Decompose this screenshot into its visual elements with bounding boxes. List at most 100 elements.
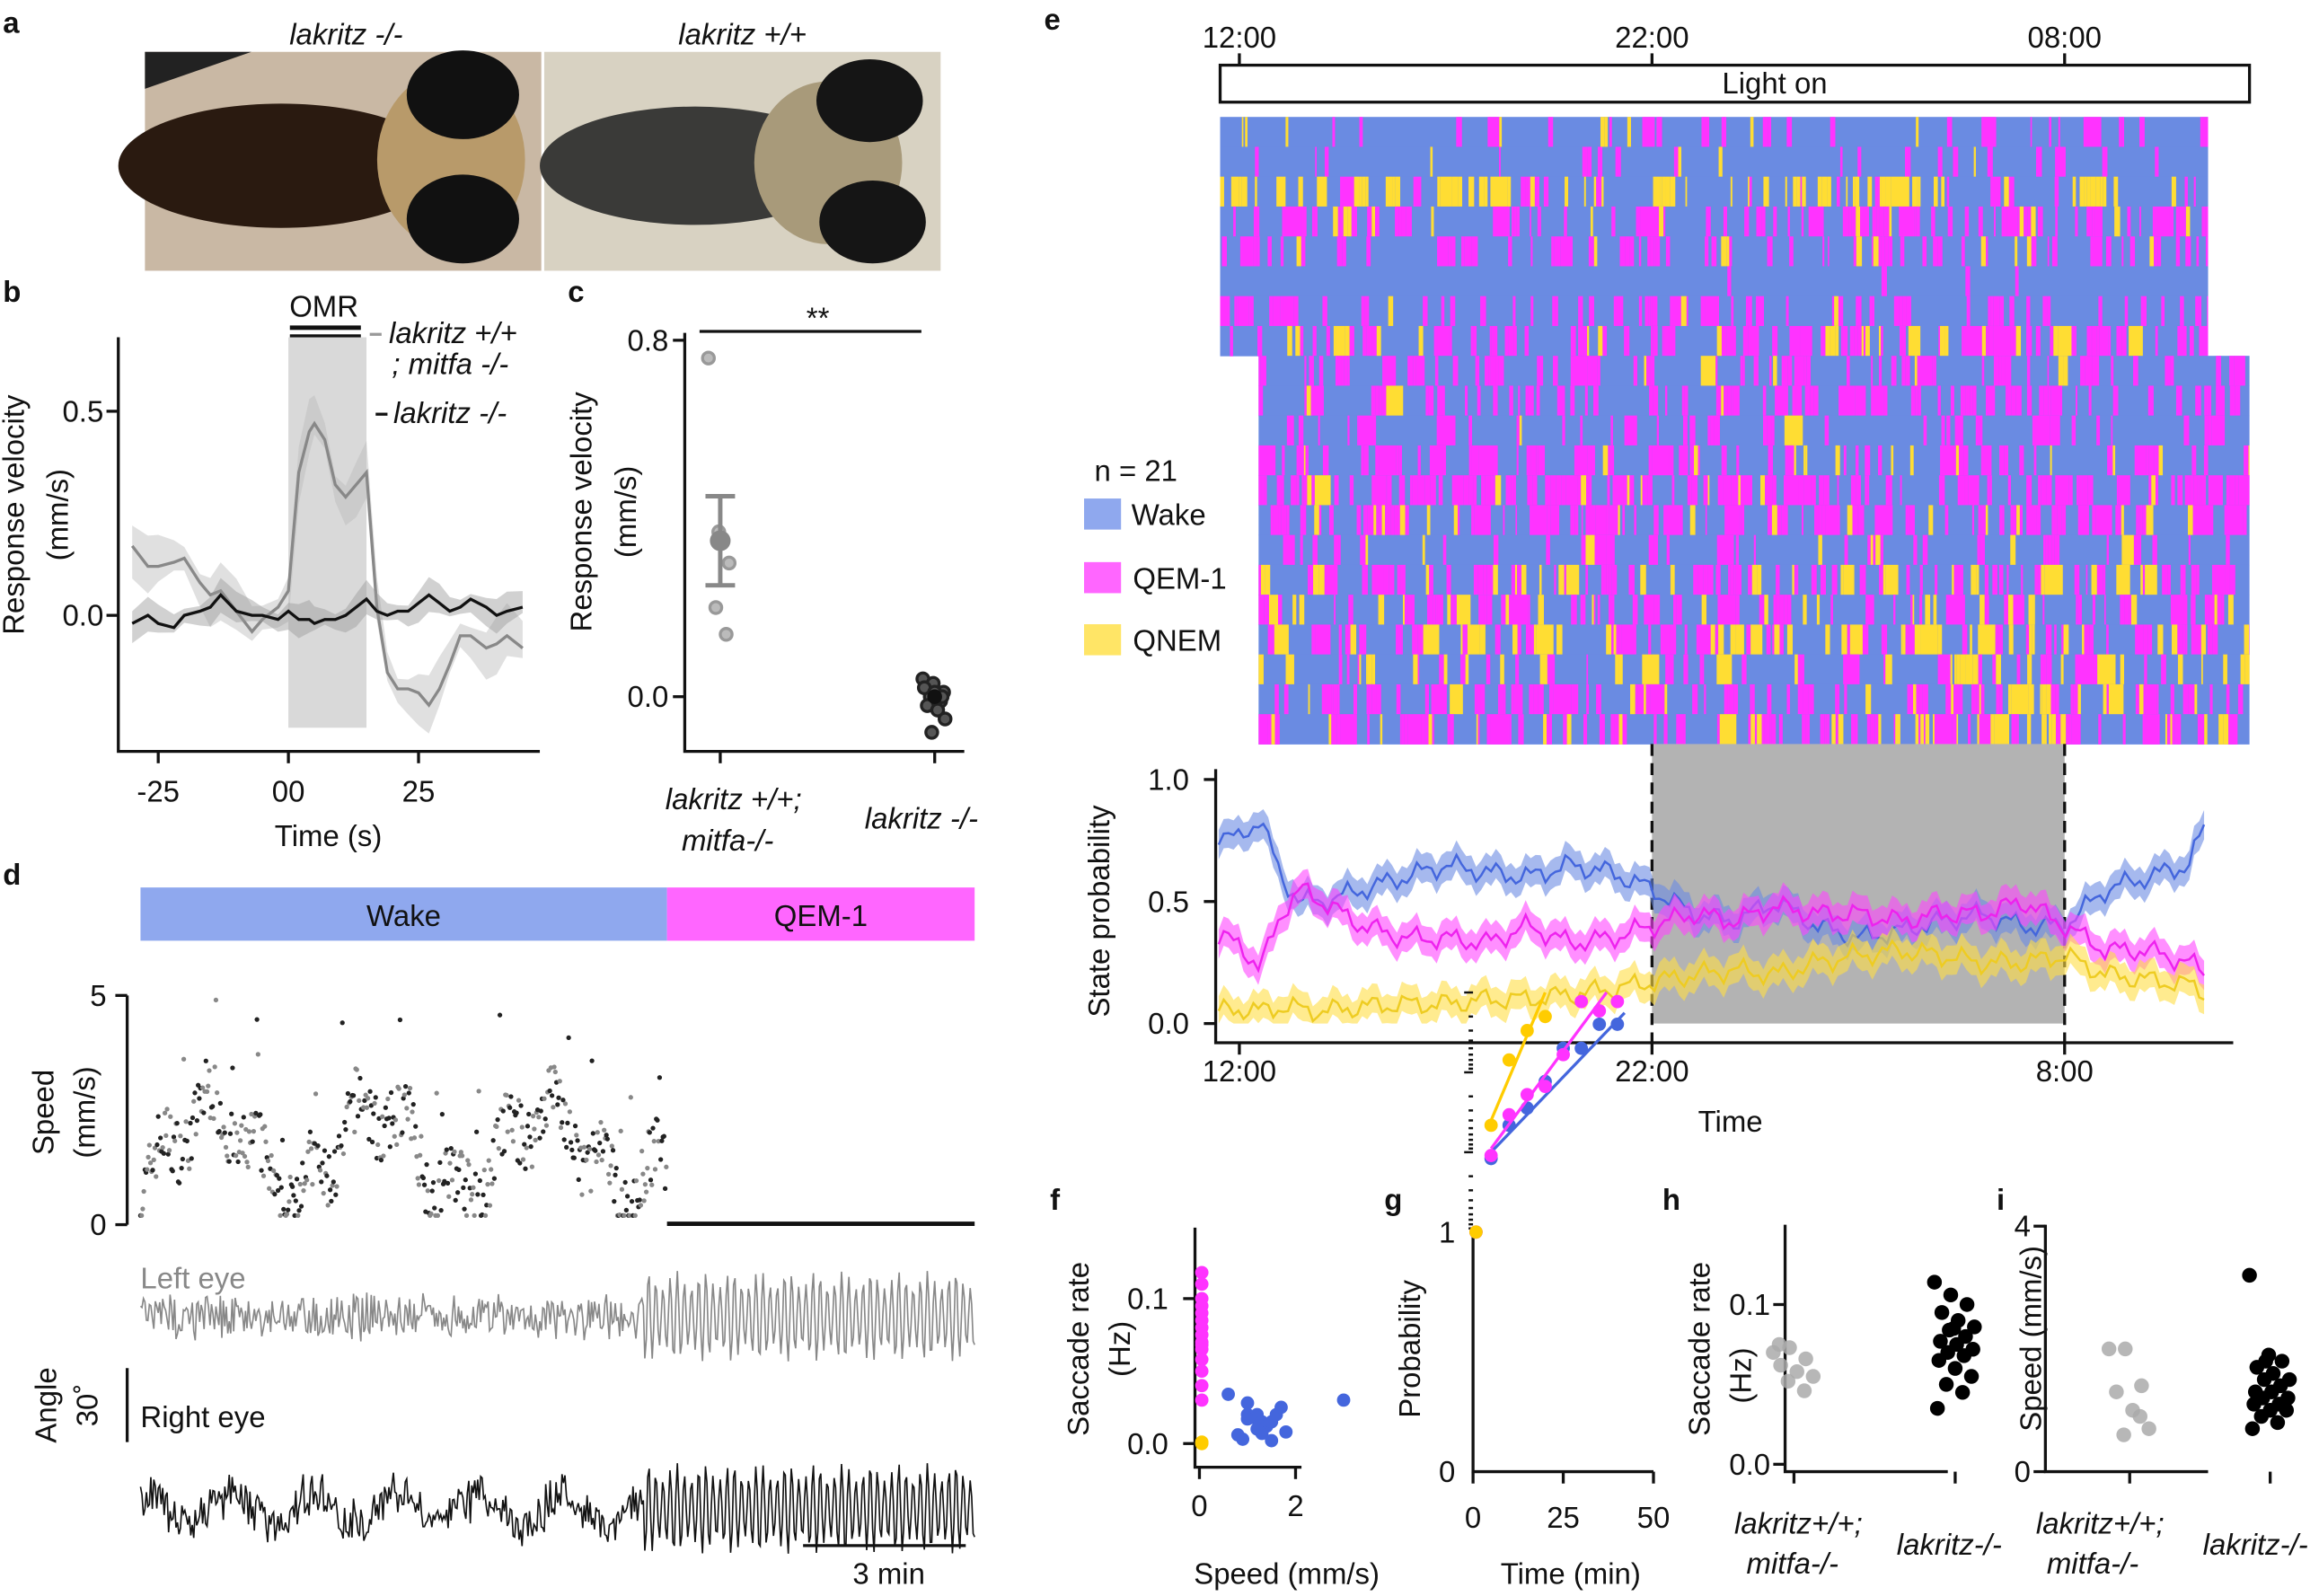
- raster-epoch: [1650, 683, 1665, 715]
- raster-epoch: [2050, 415, 2055, 446]
- raster-epoch: [1968, 475, 1980, 506]
- raster-epoch: [1307, 475, 1312, 506]
- raster-epoch: [2087, 356, 2093, 386]
- speed-point: [516, 1098, 522, 1103]
- raster-epoch: [1353, 176, 1360, 207]
- raster-epoch: [2135, 624, 2144, 656]
- speed-point: [416, 1182, 422, 1187]
- raster-epoch: [2011, 714, 2017, 745]
- raster-epoch: [1326, 325, 1330, 357]
- raster-epoch: [1652, 445, 1670, 476]
- raster-epoch: [1471, 236, 1478, 267]
- raster-epoch: [1491, 325, 1498, 357]
- raster-epoch: [2204, 385, 2207, 417]
- raster-epoch: [1484, 176, 1488, 207]
- raster-epoch: [2138, 534, 2142, 566]
- raster-epoch: [1446, 564, 1451, 595]
- raster-epoch: [2135, 683, 2139, 715]
- raster-epoch: [1287, 325, 1292, 357]
- raster-epoch: [1413, 654, 1418, 685]
- raster-epoch: [1236, 295, 1239, 327]
- speed-point: [664, 1164, 669, 1169]
- raster-epoch: [1723, 475, 1728, 506]
- top-tick: 12:00: [1203, 21, 1276, 54]
- raster-epoch: [1895, 714, 1900, 745]
- raster-epoch: [1646, 356, 1651, 386]
- raster-epoch: [1649, 385, 1653, 417]
- raster-epoch: [1618, 714, 1623, 745]
- speed-point: [529, 1164, 535, 1169]
- raster-epoch: [2033, 445, 2037, 476]
- raster-epoch: [1777, 505, 1782, 536]
- speed-point: [651, 1138, 657, 1144]
- raster-epoch: [2217, 595, 2222, 625]
- speed-point: [468, 1197, 474, 1203]
- speed-point: [193, 1132, 198, 1137]
- speed-point: [520, 1157, 526, 1162]
- raster-epoch: [1268, 595, 1278, 625]
- raster-epoch: [1960, 385, 1966, 417]
- x-tick-label: 0: [1191, 1489, 1207, 1522]
- raster-epoch: [1856, 206, 1861, 237]
- raster-epoch: [1311, 475, 1315, 506]
- speed-point: [190, 1115, 196, 1121]
- raster-epoch: [1537, 206, 1539, 237]
- raster-epoch: [1338, 624, 1342, 656]
- raster-epoch: [1912, 176, 1918, 207]
- raster-epoch: [1477, 564, 1484, 595]
- speed-point: [339, 1020, 345, 1026]
- raster-epoch: [2140, 295, 2147, 327]
- data-point: [2118, 1341, 2133, 1357]
- data-point: [1938, 1377, 1954, 1392]
- raster-epoch: [1382, 356, 1397, 386]
- raster-epoch: [2040, 683, 2042, 715]
- raster-epoch: [1371, 206, 1376, 237]
- y-axis-unit: (mm/s): [609, 466, 642, 558]
- x-tick-label: 25: [402, 775, 436, 808]
- raster-epoch: [1537, 356, 1539, 386]
- raster-epoch: [2184, 475, 2191, 506]
- raster-epoch: [1959, 683, 1963, 715]
- speed-point: [158, 1135, 163, 1141]
- speed-point: [476, 1089, 481, 1094]
- data-point: [1954, 1385, 1971, 1400]
- raster-epoch: [1622, 714, 1627, 745]
- raster-epoch: [1498, 356, 1504, 386]
- raster-epoch: [1851, 206, 1856, 237]
- raster-epoch: [1511, 475, 1514, 506]
- speed-point: [263, 1139, 269, 1144]
- raster-epoch: [2082, 624, 2085, 656]
- raster-epoch: [1511, 564, 1515, 595]
- speed-point: [302, 1181, 307, 1186]
- raster-epoch: [2068, 475, 2073, 506]
- raster-epoch: [1724, 385, 1728, 417]
- raster-epoch: [1656, 415, 1660, 446]
- speed-point: [298, 1204, 304, 1209]
- raster-epoch: [1600, 117, 1605, 147]
- raster-epoch: [1937, 385, 1941, 417]
- raster-epoch: [2116, 564, 2130, 595]
- raster-epoch: [2027, 206, 2032, 237]
- raster-epoch: [1745, 206, 1750, 237]
- raster-epoch: [2229, 356, 2235, 386]
- raster-epoch: [1715, 385, 1722, 417]
- raster-epoch: [2185, 236, 2191, 267]
- raster-epoch: [2158, 445, 2164, 476]
- raster-epoch: [2001, 206, 2007, 237]
- raster-epoch: [1869, 595, 1874, 625]
- x-tick-label: 25: [1547, 1501, 1580, 1534]
- raster-epoch: [1627, 117, 1631, 147]
- speed-point: [456, 1167, 462, 1172]
- raster-epoch: [1741, 505, 1745, 536]
- raster-epoch: [1779, 595, 1785, 625]
- raster-epoch: [1707, 415, 1711, 446]
- speed-point: [245, 1164, 251, 1170]
- speed-point: [210, 1104, 216, 1109]
- raster-epoch: [1787, 206, 1790, 237]
- raster-epoch: [1435, 595, 1438, 625]
- speed-point: [551, 1064, 557, 1070]
- raster-epoch: [2227, 595, 2234, 625]
- raster-epoch: [2143, 624, 2148, 656]
- series-line: [131, 592, 524, 630]
- raster-epoch: [1437, 325, 1450, 357]
